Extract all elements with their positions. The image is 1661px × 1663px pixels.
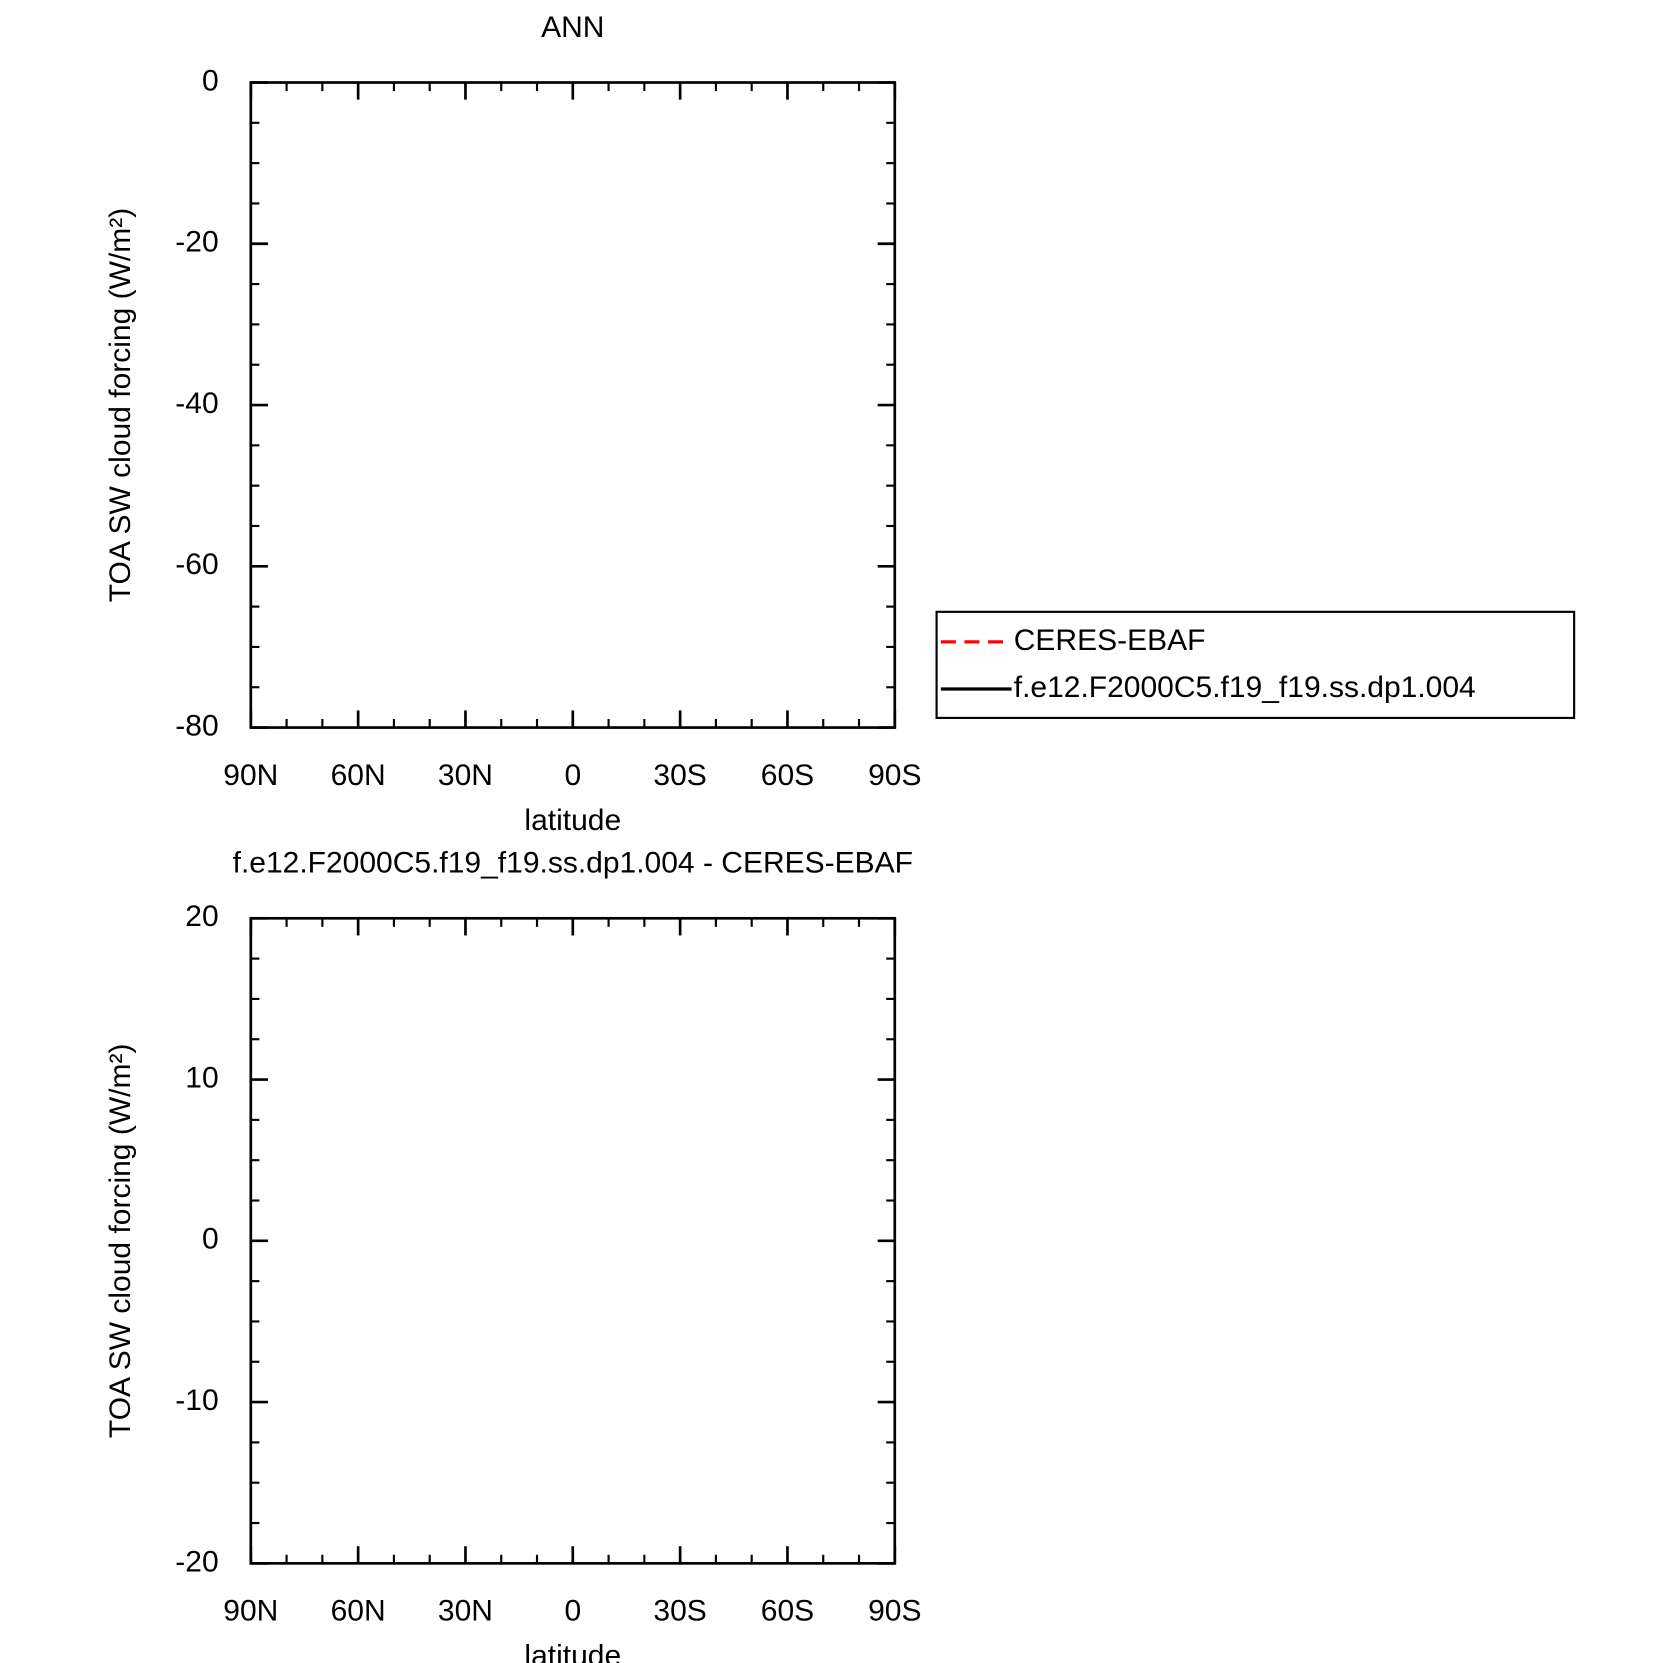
y-tick-label: 10 [185,1061,218,1094]
y-tick-label: -40 [175,387,218,420]
y-tick-label: 0 [202,1223,219,1256]
x-tick-label: 90S [868,759,921,792]
x-tick-label: 90S [868,1595,921,1628]
x-tick-label: 30N [438,1595,493,1628]
y-axis-label: TOA SW cloud forcing (W/m²) [104,208,137,603]
x-tick-label: 60S [761,1595,814,1628]
plot-frame [249,81,897,729]
y-tick-label: -80 [175,709,218,742]
y-tick-label: -10 [175,1384,218,1417]
y-tick-label: 0 [202,64,219,97]
x-tick-label: 30N [438,759,493,792]
x-tick-label: 60N [331,759,386,792]
plot-frame [249,916,897,1565]
y-tick-label: -20 [175,1545,218,1578]
x-tick-label: 90N [223,1595,278,1628]
legend-label: CERES-EBAF [1014,624,1206,657]
x-axis-label: latitude [524,804,621,837]
y-axis-label: TOA SW cloud forcing (W/m²) [104,1044,137,1439]
x-tick-label: 0 [564,1595,581,1628]
x-tick-label: 0 [564,759,581,792]
x-tick-label: 90N [223,759,278,792]
x-axis-label: latitude [524,1640,621,1663]
y-tick-label: 20 [185,900,218,933]
x-tick-label: 60S [761,759,814,792]
x-tick-label: 60N [331,1595,386,1628]
chart-title: ANN [541,11,604,44]
legend-label: f.e12.F2000C5.f19_f19.ss.dp1.004 [1014,671,1476,704]
y-tick-label: -20 [175,226,218,259]
legend-box [935,610,1576,719]
y-tick-label: -60 [175,548,218,581]
chart-title: f.e12.F2000C5.f19_f19.ss.dp1.004 - CERES… [233,847,913,880]
x-tick-label: 30S [653,759,706,792]
x-tick-label: 30S [653,1595,706,1628]
